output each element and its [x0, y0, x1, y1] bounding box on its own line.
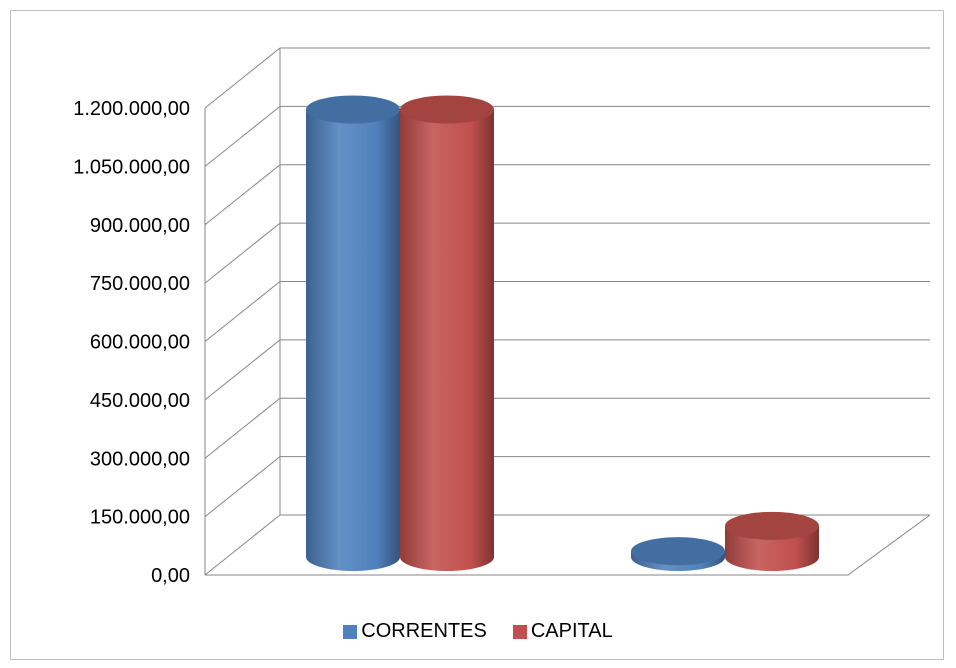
- legend: CORRENTES CAPITAL: [0, 620, 956, 643]
- y-tick-label: 1.200.000,00: [73, 98, 190, 120]
- gridline-side: [204, 514, 281, 576]
- bar-top-capital-0: [400, 95, 494, 124]
- bar-correntes-0: [306, 109, 400, 571]
- gridline-side: [204, 47, 281, 109]
- y-tick-label: 150.000,00: [90, 507, 190, 529]
- legend-label-correntes: CORRENTES: [361, 620, 487, 642]
- legend-swatch-correntes: [343, 624, 358, 639]
- y-tick-label: 750.000,00: [90, 273, 190, 295]
- y-tick-label: 1.050.000,00: [73, 156, 190, 178]
- gridline-side: [204, 397, 281, 459]
- y-tick-label: 450.000,00: [90, 390, 190, 412]
- legend-item-correntes: CORRENTES: [343, 620, 487, 643]
- legend-swatch-capital: [512, 624, 527, 639]
- y-tick-label: 300.000,00: [90, 448, 190, 470]
- gridline-side: [204, 164, 281, 226]
- gridline-side: [204, 339, 281, 401]
- legend-item-capital: CAPITAL: [512, 620, 613, 643]
- gridline-side: [204, 222, 281, 284]
- bar-capital-0: [400, 109, 494, 571]
- bar-top-correntes-0: [306, 95, 400, 124]
- y-tick-label: 900.000,00: [90, 215, 190, 237]
- gridline-side: [204, 281, 281, 342]
- gridline-side: [204, 105, 281, 167]
- y-tick-label: 600.000,00: [90, 332, 190, 354]
- gridline-side: [204, 456, 281, 518]
- y-tick-label: 0,00: [151, 565, 190, 587]
- bar-top-capital-1: [725, 511, 819, 540]
- bar-top-correntes-1: [631, 537, 725, 566]
- legend-label-capital: CAPITAL: [530, 620, 613, 642]
- x-axis-floor: [205, 514, 931, 576]
